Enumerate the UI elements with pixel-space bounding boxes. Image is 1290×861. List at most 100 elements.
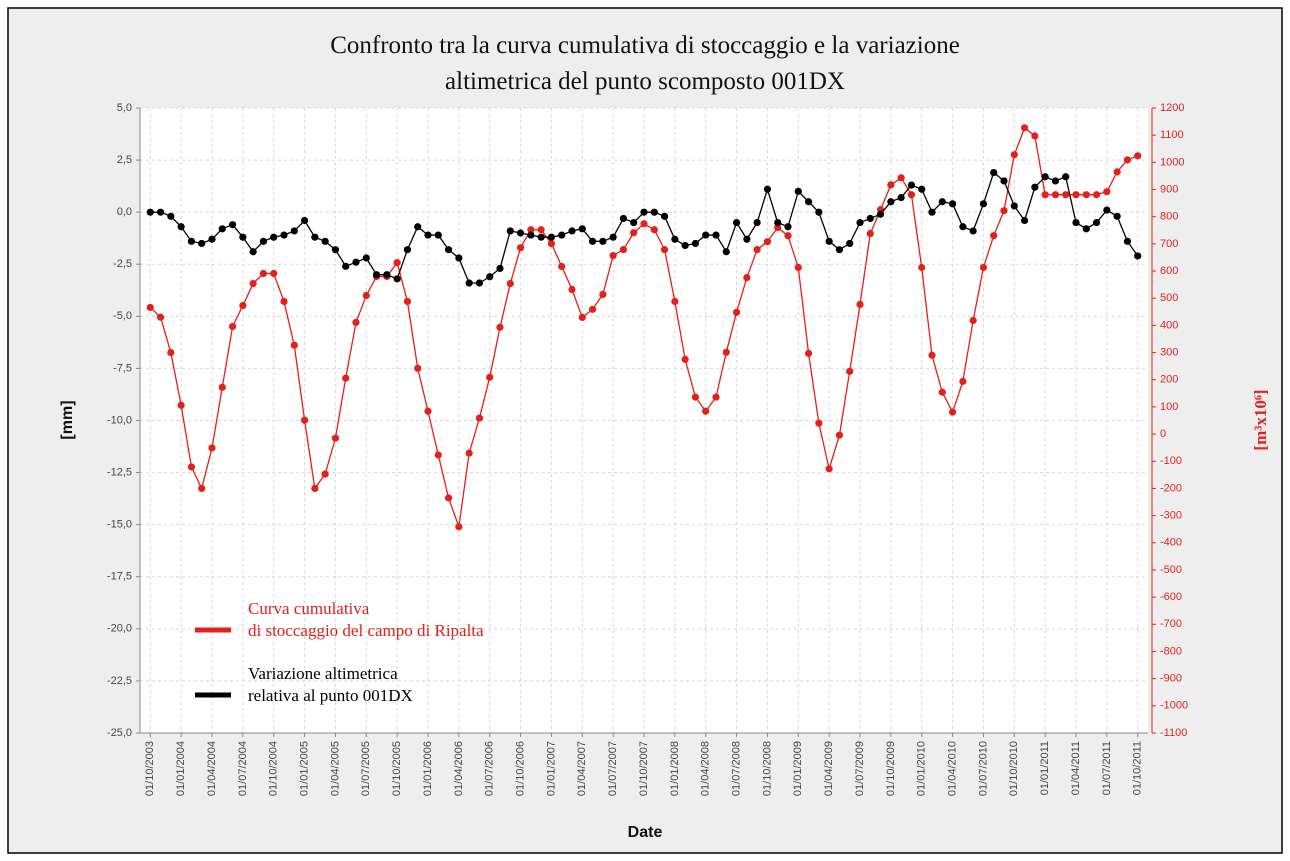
- point: [1072, 191, 1080, 199]
- point: [1031, 132, 1039, 140]
- point: [496, 264, 504, 273]
- point: [630, 229, 638, 237]
- y2-tick-label: 600: [1160, 265, 1178, 277]
- y-tick-label: -12,5: [107, 466, 132, 478]
- x-tick-label: 01/04/2011: [1070, 741, 1082, 795]
- x-tick-label: 01/07/2004: [237, 741, 249, 796]
- x-tick-label: 01/07/2010: [977, 741, 989, 796]
- point: [547, 233, 556, 241]
- point: [990, 232, 998, 240]
- point: [979, 263, 988, 272]
- point: [1000, 207, 1008, 215]
- y-tick-label: -2,5: [113, 258, 132, 270]
- x-tick-label: 01/10/2008: [761, 741, 773, 796]
- x-tick-label: 01/10/2011: [1132, 741, 1144, 795]
- x-tick-label: 01/10/2010: [1008, 741, 1020, 796]
- y2-axis-label: [m³x10⁶]: [1251, 389, 1270, 450]
- y-tick-label: -10,0: [107, 414, 132, 426]
- point: [527, 226, 535, 234]
- x-tick-label: 01/04/2006: [453, 741, 465, 796]
- point: [342, 262, 350, 270]
- point: [455, 523, 463, 531]
- point: [835, 246, 844, 254]
- point: [372, 271, 381, 279]
- x-tick-label: 01/10/2006: [514, 741, 526, 796]
- point: [938, 198, 946, 206]
- point: [270, 233, 278, 241]
- point: [270, 269, 278, 278]
- point: [1103, 206, 1111, 214]
- point: [866, 214, 874, 223]
- point: [681, 241, 689, 250]
- x-tick-label: 01/04/2008: [700, 741, 712, 796]
- point: [311, 233, 319, 241]
- point: [619, 214, 628, 223]
- point: [969, 316, 977, 325]
- x-tick-label: 01/01/2011: [1039, 741, 1051, 795]
- point: [156, 313, 165, 321]
- point: [280, 297, 288, 306]
- point: [465, 449, 473, 457]
- point: [804, 198, 813, 206]
- point: [784, 223, 792, 231]
- x-tick-label: 01/10/2005: [391, 741, 403, 796]
- point: [187, 463, 196, 471]
- point: [486, 273, 494, 281]
- point: [588, 305, 597, 313]
- point: [846, 239, 854, 248]
- y2-tick-label: -700: [1160, 618, 1182, 630]
- point: [722, 348, 730, 356]
- x-tick-label: 01/10/2007: [638, 741, 650, 796]
- point: [794, 187, 802, 195]
- y2-tick-label: -200: [1160, 482, 1182, 494]
- y-tick-label: -15,0: [107, 519, 132, 531]
- y2-tick-label: 1000: [1160, 156, 1184, 168]
- point: [177, 223, 185, 231]
- x-tick-label: 01/01/2005: [298, 741, 310, 796]
- y2-tick-label: -300: [1160, 510, 1182, 522]
- point: [424, 231, 432, 239]
- point: [804, 349, 813, 357]
- point: [486, 373, 494, 381]
- point: [167, 212, 175, 220]
- point: [352, 258, 360, 266]
- x-tick-label: 01/01/2009: [792, 741, 804, 796]
- point: [630, 218, 638, 227]
- x-tick-label: 01/07/2011: [1101, 741, 1113, 795]
- point: [1062, 173, 1070, 181]
- point: [424, 407, 432, 415]
- point: [568, 285, 576, 294]
- y2-tick-label: -900: [1160, 673, 1182, 685]
- point: [588, 237, 597, 245]
- point: [321, 237, 329, 245]
- x-tick-label: 01/04/2004: [206, 741, 218, 796]
- point: [928, 351, 936, 359]
- point: [712, 231, 720, 239]
- point: [815, 419, 823, 427]
- point: [156, 208, 165, 216]
- point: [228, 221, 237, 229]
- point: [1020, 124, 1029, 132]
- point: [1113, 212, 1121, 220]
- point: [918, 263, 926, 272]
- point: [568, 227, 576, 235]
- point: [609, 251, 617, 260]
- point: [239, 301, 247, 310]
- x-tick-label: 01/01/2008: [669, 741, 681, 796]
- point: [434, 231, 442, 239]
- point: [1020, 216, 1029, 225]
- point: [876, 210, 885, 218]
- point: [300, 216, 309, 225]
- point: [660, 212, 669, 220]
- point: [702, 231, 710, 239]
- point: [1041, 173, 1049, 181]
- point: [208, 444, 216, 452]
- point: [259, 237, 268, 245]
- point: [1113, 168, 1121, 176]
- point: [578, 313, 586, 322]
- y-tick-label: -5,0: [113, 310, 132, 322]
- point: [825, 237, 833, 245]
- y2-tick-label: -400: [1160, 537, 1182, 549]
